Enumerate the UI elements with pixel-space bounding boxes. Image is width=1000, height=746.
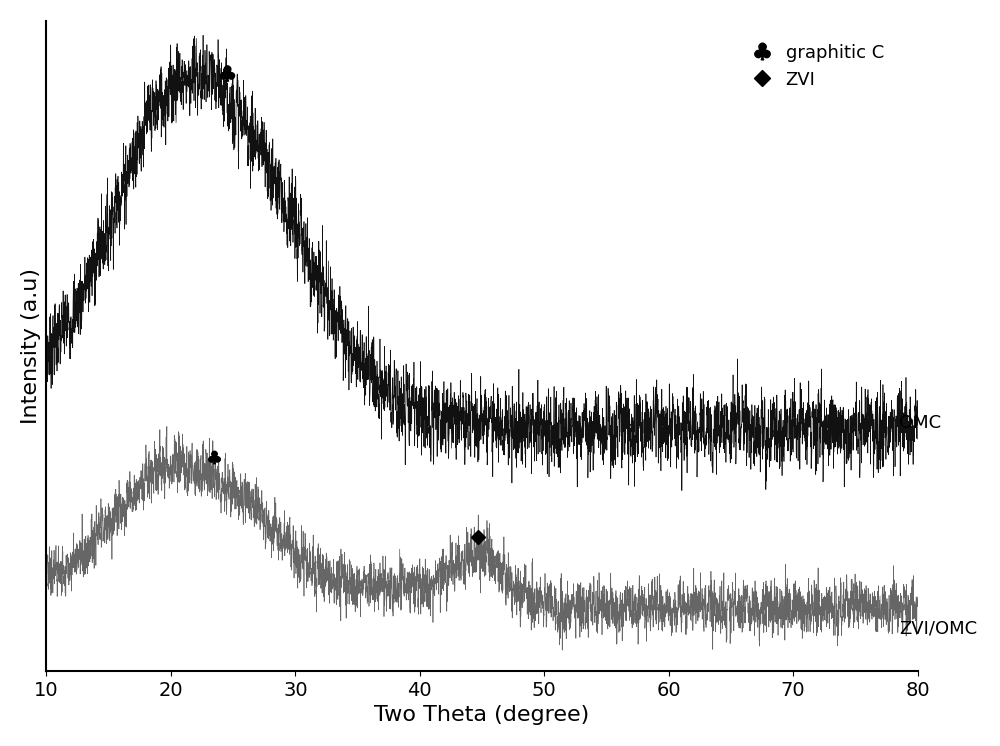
Legend: graphitic C, ZVI: graphitic C, ZVI (737, 37, 891, 95)
Text: OMC: OMC (899, 415, 941, 433)
X-axis label: Two Theta (degree): Two Theta (degree) (374, 705, 590, 725)
Y-axis label: Intensity (a.u): Intensity (a.u) (21, 268, 41, 424)
Text: ZVI/OMC: ZVI/OMC (899, 620, 977, 638)
